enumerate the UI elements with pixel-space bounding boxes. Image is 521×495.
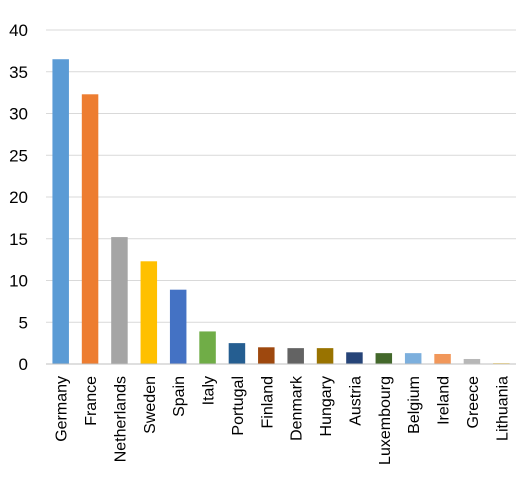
- x-tick-label: Belgium: [406, 376, 423, 434]
- y-tick-label: 25: [9, 146, 28, 165]
- x-tick-label: Luxembourg: [377, 376, 394, 465]
- x-tick-label: Italy: [201, 376, 218, 405]
- bars: [52, 59, 510, 365]
- y-tick-label: 35: [9, 63, 28, 82]
- y-tick-label: 10: [9, 272, 28, 291]
- x-tick-label: Hungary: [318, 376, 335, 436]
- x-tick-label: Netherlands: [112, 376, 129, 462]
- y-tick-label: 5: [19, 313, 28, 332]
- x-tick-label: Portugal: [230, 376, 247, 436]
- x-tick-label: Austria: [347, 376, 364, 426]
- bar-netherlands: [111, 237, 128, 364]
- bar-greece: [463, 358, 481, 364]
- bar-sweden: [140, 261, 158, 364]
- bar-austria: [346, 352, 363, 364]
- x-tick-label: Spain: [171, 376, 188, 417]
- bar-germany: [52, 59, 69, 364]
- bar-portugal: [228, 343, 246, 364]
- bar-france: [81, 94, 99, 365]
- bar-denmark: [287, 348, 304, 364]
- bar-finland: [258, 347, 275, 364]
- bar-hungary: [316, 348, 334, 364]
- bar-spain: [169, 289, 187, 364]
- y-tick-label: 40: [9, 21, 28, 40]
- y-tick-label: 20: [9, 188, 28, 207]
- x-tick-label: Lithuania: [494, 376, 511, 441]
- x-axis-category-labels: Germany France Netherlands Sweden Spain Italy…: [54, 375, 512, 465]
- x-tick-label: Ireland: [436, 376, 453, 425]
- x-tick-label: Finland: [259, 376, 276, 428]
- bar-ireland: [434, 353, 451, 364]
- bar-belgium: [404, 353, 422, 364]
- x-tick-label: Sweden: [142, 376, 159, 434]
- x-tick-label: Germany: [54, 376, 71, 442]
- y-tick-label: 30: [9, 105, 28, 124]
- bar-luxembourg: [375, 353, 393, 364]
- x-tick-label: France: [83, 376, 100, 426]
- y-axis-tick-labels: 0 5 10 15 20 25 30 35 40: [9, 21, 28, 374]
- y-tick-label: 0: [19, 355, 28, 374]
- x-tick-label: Greece: [465, 376, 482, 429]
- x-tick-label: Denmark: [289, 375, 306, 441]
- y-tick-label: 15: [9, 230, 28, 249]
- bar-italy: [199, 331, 216, 364]
